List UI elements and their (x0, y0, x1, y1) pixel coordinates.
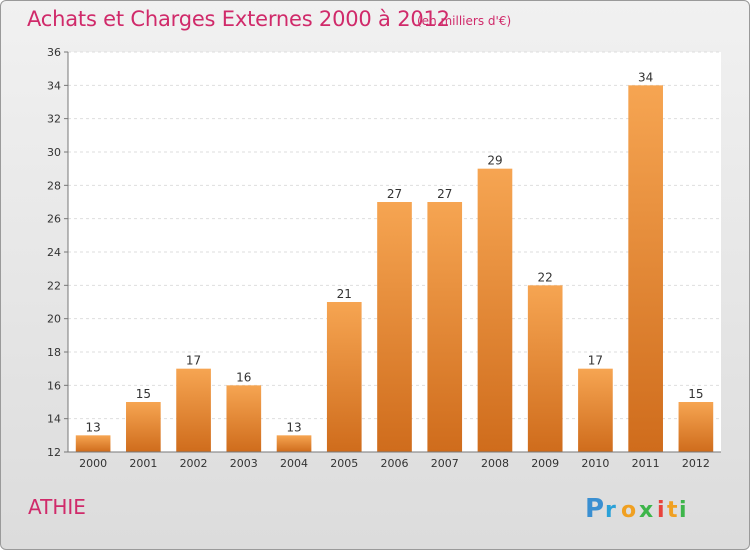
x-tick-label: 2011 (632, 457, 660, 470)
bar-2011 (628, 85, 663, 452)
bar-2007 (427, 202, 463, 452)
bar-2012 (678, 402, 714, 452)
x-tick-label: 2004 (280, 457, 308, 470)
bar-2001 (126, 402, 161, 452)
bar-2002 (176, 368, 211, 452)
x-tick-label: 2000 (79, 457, 107, 470)
y-tick-label: 14 (47, 413, 61, 426)
y-tick-label: 16 (47, 379, 61, 392)
y-tick-label: 34 (47, 79, 61, 92)
bar-2000 (75, 435, 111, 452)
x-tick-label: 2005 (330, 457, 358, 470)
commune-name: ATHIE (28, 495, 86, 519)
y-tick-label: 18 (47, 346, 61, 359)
bars (75, 85, 714, 452)
bar-2010 (578, 368, 613, 452)
x-tick-label: 2009 (531, 457, 559, 470)
bar-2004 (276, 435, 312, 452)
data-label: 17 (186, 354, 201, 368)
data-label: 27 (387, 187, 402, 201)
data-label: 17 (588, 354, 603, 368)
y-tick-label: 36 (47, 46, 61, 59)
logo-letter: x (639, 498, 653, 523)
data-label: 15 (136, 387, 151, 401)
y-tick-labels: 12 14 16 18 20 22 24 26 28 30 32 34 36 (47, 46, 61, 459)
y-tick-label: 22 (47, 279, 61, 292)
x-tick-label: 2006 (381, 457, 409, 470)
x-tick-label: 2007 (431, 457, 459, 470)
x-tick-label: 2003 (230, 457, 258, 470)
y-tick-label: 28 (47, 179, 61, 192)
data-label: 15 (688, 387, 703, 401)
data-label: 13 (286, 420, 301, 434)
data-label: 34 (638, 70, 653, 84)
x-tick-label: 2002 (180, 457, 208, 470)
x-tick-label: 2010 (581, 457, 609, 470)
bar-2005 (326, 302, 362, 452)
y-tick-label: 32 (47, 113, 61, 126)
logo-letter: r (605, 498, 616, 523)
data-label: 16 (236, 370, 251, 384)
logo-letter: i (657, 498, 665, 523)
x-tick-label: 2008 (481, 457, 509, 470)
bar-2009 (527, 285, 563, 452)
bar-2006 (377, 202, 412, 452)
x-tick-label: 2012 (682, 457, 710, 470)
bar-2003 (226, 385, 262, 452)
data-labels: 13 15 17 16 13 21 27 27 29 22 17 34 15 (85, 70, 703, 434)
y-tick-label: 30 (47, 146, 61, 159)
axes (64, 51, 721, 453)
y-tick-label: 24 (47, 246, 61, 259)
data-label: 22 (538, 270, 553, 284)
chart-title: Achats et Charges Externes 2000 à 2012 (27, 7, 450, 31)
data-label: 27 (437, 187, 452, 201)
bar-2008 (477, 168, 513, 452)
x-tick-labels: 2000 2001 2002 2003 2004 2005 2006 2007 2008 2009… (79, 457, 710, 470)
y-tick-label: 12 (47, 446, 61, 459)
logo-letter: i (679, 498, 687, 523)
data-label: 29 (487, 154, 502, 168)
data-label: 21 (337, 287, 352, 301)
x-tick-label: 2001 (129, 457, 157, 470)
logo-letter: o (621, 498, 636, 523)
data-label: 13 (85, 420, 100, 434)
y-tick-label: 26 (47, 213, 61, 226)
y-tick-label: 20 (47, 313, 61, 326)
logo-letter: t (667, 498, 678, 523)
logo-letter: P (585, 494, 604, 524)
chart-subtitle: (en milliers d'€) (417, 14, 512, 28)
